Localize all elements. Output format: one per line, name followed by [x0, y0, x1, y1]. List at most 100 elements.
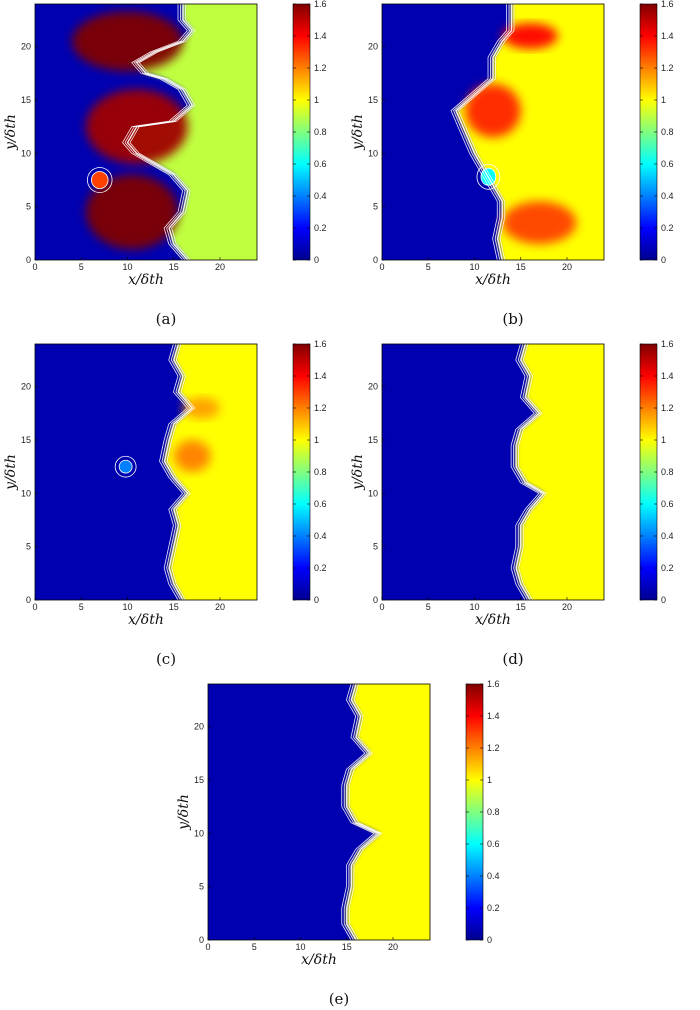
y-tick-label: 15 [368, 95, 378, 105]
x-tick-label: 15 [516, 602, 526, 612]
colorbar-tick-label: 0.2 [314, 223, 327, 233]
y-tick-label: 15 [21, 435, 31, 445]
hot-lobe [72, 11, 183, 72]
x-tick-label: 5 [79, 262, 84, 272]
hot-region [164, 344, 257, 600]
y-axis-label: y/δth [176, 794, 192, 831]
x-tick-label: 5 [79, 602, 84, 612]
colorbar-tick-label: 0 [314, 255, 319, 265]
panel-caption: (e) [329, 990, 350, 1008]
x-tick-label: 5 [426, 602, 431, 612]
colorbar-tick-label: 0.6 [487, 839, 500, 849]
colorbar-tick-label: 1 [314, 95, 319, 105]
field-map [35, 4, 257, 260]
plot-frame [381, 343, 605, 601]
y-tick-label: 10 [21, 488, 31, 498]
x-tick-label: 0 [205, 942, 210, 952]
panel-a: 0 5 10 15 20 0 5 10 15 20 x/δth y/δth 0 0.2 0.4 0.6 0.8 1… [3, 0, 327, 328]
colorbar-tick-label: 0.8 [487, 807, 500, 817]
x-tick-label: 10 [295, 942, 305, 952]
hot-region [516, 344, 604, 600]
x-tick-label: 15 [342, 942, 352, 952]
colorbar-tick-label: 0.6 [661, 159, 674, 169]
colorbar-tick-label: 1.6 [314, 339, 327, 349]
contour-line [453, 4, 510, 260]
colorbar-tick-label: 0.2 [661, 563, 674, 573]
contour-line [129, 4, 196, 260]
colorbar-tick-label: 0 [314, 595, 319, 605]
y-tick-label: 5 [373, 542, 378, 552]
plot-frame [34, 343, 258, 601]
panel-caption: (b) [502, 310, 523, 328]
x-tick-label: 5 [426, 262, 431, 272]
x-tick-label: 10 [469, 602, 479, 612]
hot-lobe [502, 23, 558, 49]
hot-lobe [173, 440, 211, 472]
y-tick-label: 20 [21, 42, 31, 52]
x-axis-label: x/δth [475, 272, 511, 288]
pocket-contour [476, 163, 501, 190]
colorbar-tick-label: 1.4 [314, 371, 327, 381]
contour-line [450, 4, 507, 260]
field-map [382, 344, 604, 600]
field-map [382, 4, 604, 260]
colorbar-tick-label: 0.4 [661, 191, 674, 201]
y-axis-label: y/δth [3, 114, 19, 151]
plot-frame [381, 3, 605, 261]
x-axis-label: x/δth [475, 612, 511, 628]
colorbar-tick-label: 1.6 [661, 0, 674, 9]
contour-line [510, 344, 540, 600]
colorbar-tick-label: 0.2 [661, 223, 674, 233]
hot-lobe [85, 174, 179, 250]
contour-line [518, 344, 547, 600]
x-tick-label: 20 [215, 262, 225, 272]
y-tick-label: 10 [194, 828, 204, 838]
x-tick-label: 10 [122, 262, 132, 272]
pocket-contour [114, 455, 137, 478]
colorbar-tick-label: 1.2 [314, 403, 327, 413]
y-tick-label: 0 [26, 255, 31, 265]
contour-line [346, 684, 381, 940]
colorbar-tick-label: 1.2 [314, 63, 327, 73]
colorbar-tick-label: 1.6 [487, 679, 500, 689]
colorbar-tick-label: 0.2 [314, 563, 327, 573]
panel-b: 0 5 10 15 20 0 5 10 15 20 x/δth y/δth 0 0.2 0.4 0.6 0.8 1… [350, 0, 674, 328]
y-tick-label: 0 [199, 935, 204, 945]
contour-line [163, 344, 194, 600]
colorbar-tick-label: 1 [661, 435, 666, 445]
colorbar-tick-label: 1.2 [661, 63, 674, 73]
colorbar-tick-label: 0.8 [314, 467, 327, 477]
colorbar-tick-label: 1 [487, 775, 492, 785]
pocket [91, 171, 109, 189]
plot-frame [34, 3, 258, 261]
y-tick-label: 15 [21, 95, 31, 105]
colorbar-tick-label: 0.4 [314, 531, 327, 541]
colorbar-tick-label: 0.4 [314, 191, 327, 201]
x-tick-label: 0 [32, 262, 37, 272]
y-tick-label: 20 [368, 382, 378, 392]
x-tick-label: 20 [562, 602, 572, 612]
y-tick-label: 5 [26, 542, 31, 552]
y-tick-label: 15 [368, 435, 378, 445]
x-tick-label: 15 [169, 262, 179, 272]
colorbar-tick-label: 0.6 [661, 499, 674, 509]
contour-line [161, 344, 191, 600]
contour-line [455, 4, 513, 260]
x-tick-label: 20 [388, 942, 398, 952]
y-axis-label: y/δth [3, 454, 19, 491]
colorbar-tick-label: 1 [661, 95, 666, 105]
x-tick-label: 0 [379, 262, 384, 272]
y-tick-label: 0 [26, 595, 31, 605]
hot-region [127, 4, 257, 260]
x-tick-label: 5 [252, 942, 257, 952]
y-tick-label: 15 [194, 775, 204, 785]
x-tick-label: 10 [469, 262, 479, 272]
y-tick-label: 10 [368, 488, 378, 498]
x-axis-label: x/δth [301, 952, 337, 968]
contour-line [458, 4, 515, 260]
colorbar-tick-label: 0.4 [661, 531, 674, 541]
panel-c: 0 5 10 15 20 0 5 10 15 20 x/δth y/δth 0 0.2 0.4 0.6 0.8 1… [3, 339, 327, 668]
colorbar-tick-label: 0.8 [661, 127, 674, 137]
colorbar-tick-label: 0.6 [314, 159, 327, 169]
